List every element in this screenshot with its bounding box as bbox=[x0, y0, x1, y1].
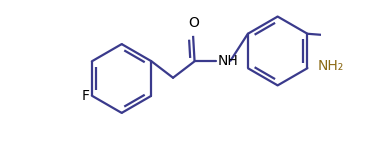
Text: O: O bbox=[188, 16, 199, 30]
Text: F: F bbox=[82, 89, 89, 103]
Text: NH: NH bbox=[218, 54, 238, 68]
Text: NH₂: NH₂ bbox=[317, 59, 344, 73]
